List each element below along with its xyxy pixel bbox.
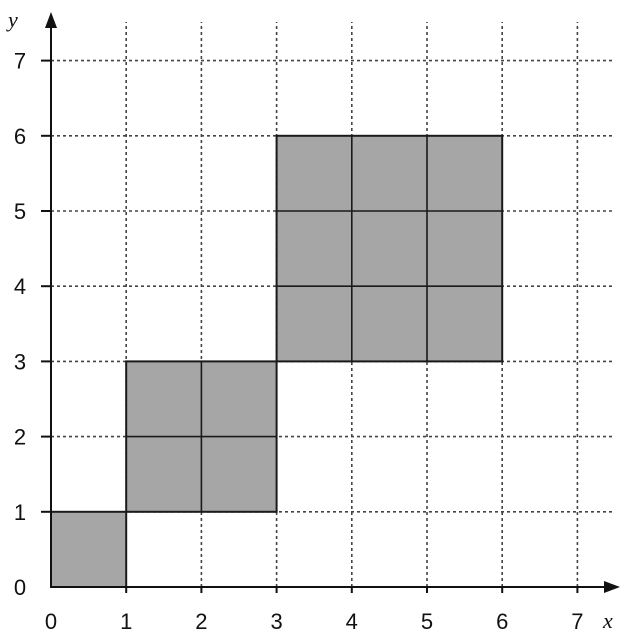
y-axis-name: y: [6, 7, 18, 32]
x-tick-label: 7: [571, 609, 583, 634]
x-axis-name: x: [602, 608, 613, 633]
x-tick-label: 4: [346, 609, 358, 634]
x-tick-label: 3: [270, 609, 282, 634]
shaded-square: [275, 134, 504, 363]
x-tick-labels: 0 1 2 3 4 5 6 7: [45, 609, 584, 634]
y-tick-label: 7: [14, 49, 26, 74]
shaded-squares: [50, 134, 504, 588]
y-tick-label: 4: [14, 274, 26, 299]
x-tick-label: 2: [195, 609, 207, 634]
x-tick-label: 6: [496, 609, 508, 634]
shaded-square: [125, 360, 278, 513]
y-tick-label: 3: [14, 349, 26, 374]
y-axis-arrow-icon: [45, 12, 57, 28]
shaded-square: [50, 510, 128, 588]
y-tick-label: 2: [14, 425, 26, 450]
y-tick-label: 5: [14, 199, 26, 224]
square-body: [50, 510, 128, 588]
square-body: [275, 134, 504, 363]
y-tick-labels: 0 1 2 3 4 5 6 7: [14, 49, 26, 600]
axes: x y: [6, 7, 620, 633]
y-tick-label: 0: [14, 575, 26, 600]
x-axis-arrow-icon: [604, 581, 620, 593]
x-tick-label: 0: [45, 609, 57, 634]
y-tick-label: 6: [14, 124, 26, 149]
x-tick-label: 1: [120, 609, 132, 634]
y-tick-label: 1: [14, 500, 26, 525]
x-tick-label: 5: [421, 609, 433, 634]
